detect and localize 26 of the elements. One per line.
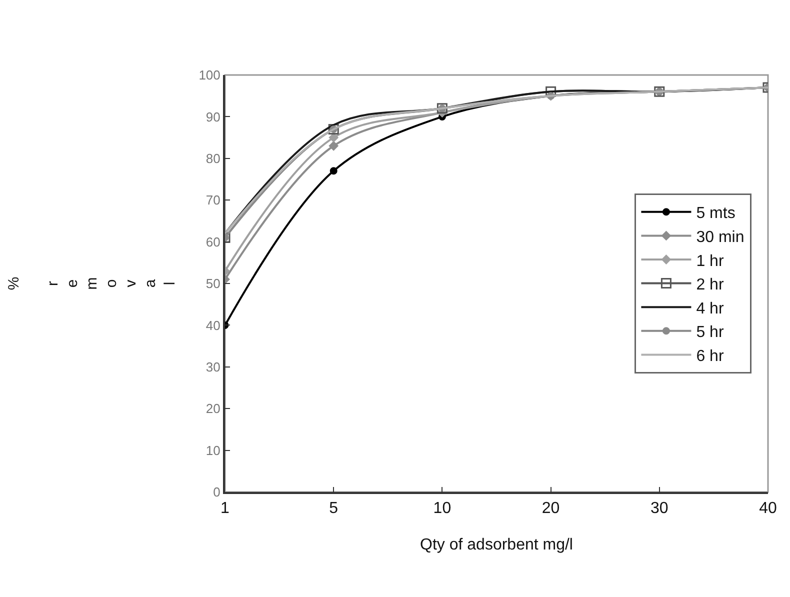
y-tick-label: 10 [206,442,220,458]
legend-label: 2 hr [696,276,724,294]
y-tick-label: 40 [206,318,220,333]
legend-label: 4 hr [696,300,724,318]
y-tick-label: 100 [198,68,220,83]
x-axis-title: Qty of adsorbent mg/l [420,536,573,554]
x-tick-label: 10 [433,500,452,518]
y-tick-label: 20 [206,401,220,416]
x-tick-label: 30 [650,500,668,518]
legend-label: 6 hr [696,348,724,365]
x-tick-label: 1 [220,500,230,518]
y-tick-label: 90 [206,109,220,124]
x-tick-label: 20 [542,500,560,518]
legend-label: 1 hr [696,252,724,270]
y-tick-label: 60 [206,234,220,250]
y-tick-label: 0 [213,484,220,500]
x-tick-label: 40 [759,500,777,518]
y-tick-label: 80 [206,150,220,166]
y-tick-label: 30 [206,359,220,374]
legend-label: 5 mts [696,205,736,222]
y-tick-label: 50 [206,276,220,292]
x-tick-label: 5 [329,500,338,518]
legend-label: 30 min [696,228,744,246]
y-tick-label: 70 [206,192,220,208]
legend-label: 5 hr [696,324,724,342]
text: % removal [5,276,178,290]
